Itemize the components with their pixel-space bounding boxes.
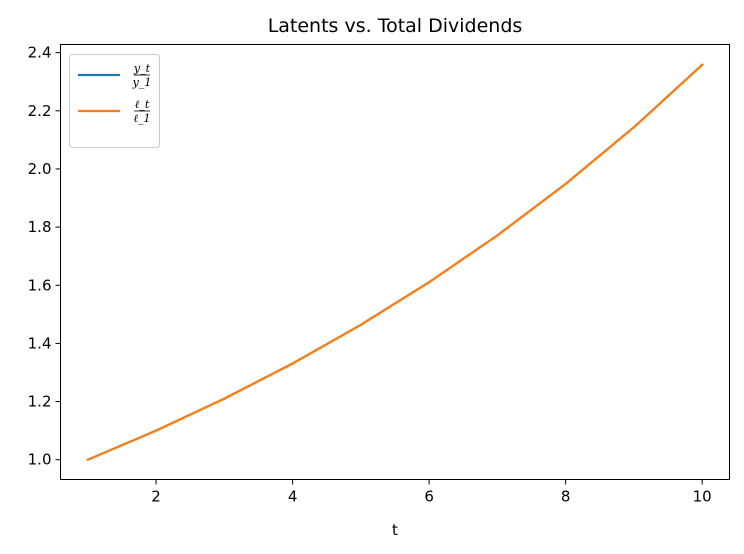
- series-layer: [86, 63, 704, 462]
- x-tick-label: 2: [151, 488, 161, 506]
- y-tick-label: 1.2: [28, 393, 52, 411]
- x-tick-label: 4: [288, 488, 298, 506]
- chart-title: Latents vs. Total Dividends: [268, 15, 523, 37]
- x-tick-label: 10: [693, 488, 712, 506]
- legend-box: [69, 54, 160, 148]
- legend-label-denominator: ℓ_1: [133, 112, 150, 125]
- y-tick-label: 1.0: [28, 451, 52, 469]
- y-tick-label: 2.4: [28, 44, 52, 62]
- y-tick-label: 1.6: [28, 276, 52, 294]
- x-tick-label: 6: [424, 488, 434, 506]
- plot-area: 2 4 6 8 10 1.0 1.2 1.4 1.6 1.8 2.0 2.2 2.4: [28, 44, 730, 506]
- x-axis-label: t: [392, 521, 398, 539]
- legend-label-denominator: y_1: [132, 76, 152, 89]
- y-tick-label: 2.0: [28, 160, 52, 178]
- x-tick-label: 8: [561, 488, 571, 506]
- axes-frame: [60, 44, 730, 480]
- series-line-2: [86, 63, 704, 462]
- legend-label-numerator: ℓ_t: [135, 98, 150, 111]
- x-axis-ticks: 2 4 6 8 10: [151, 479, 712, 506]
- legend: y_ty_1 ℓ_tℓ_1: [69, 54, 160, 148]
- y-axis-ticks: 1.0 1.2 1.4 1.6 1.8 2.0 2.2 2.4: [28, 44, 61, 469]
- legend-label-numerator: y_t: [133, 62, 151, 75]
- y-tick-label: 1.8: [28, 218, 52, 236]
- y-tick-label: 2.2: [28, 102, 52, 120]
- y-tick-label: 1.4: [28, 334, 52, 352]
